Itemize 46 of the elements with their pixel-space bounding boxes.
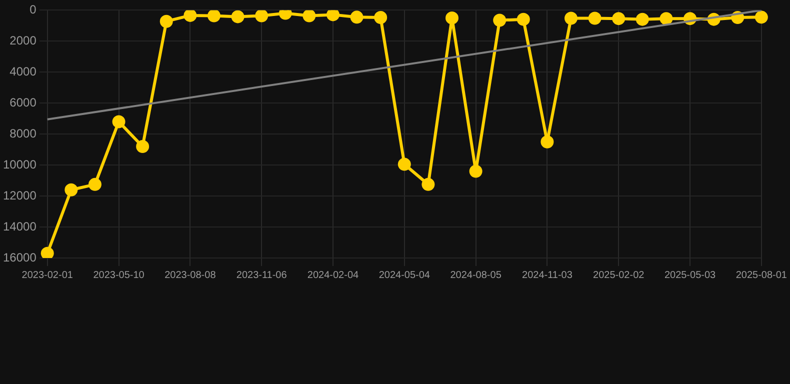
point bbox=[231, 10, 244, 24]
point bbox=[516, 12, 530, 26]
point bbox=[564, 12, 578, 25]
y-tick-label: 10000 bbox=[2, 157, 37, 172]
x-tick-label: 2024-08-05 bbox=[450, 270, 502, 281]
point bbox=[326, 10, 340, 22]
x-tick-label: 2025-05-03 bbox=[664, 270, 716, 281]
point bbox=[469, 164, 482, 178]
point bbox=[446, 11, 458, 24]
y-tick-label: 4000 bbox=[10, 64, 37, 78]
point bbox=[754, 10, 768, 24]
y-tick-label: 6000 bbox=[10, 95, 37, 110]
point bbox=[184, 10, 197, 22]
x-tick-label: 2025-02-02 bbox=[593, 270, 645, 281]
x-tick-label: 2023-11-06 bbox=[236, 270, 288, 281]
point bbox=[136, 140, 150, 153]
point bbox=[374, 10, 388, 24]
point bbox=[88, 178, 102, 191]
point bbox=[112, 115, 126, 128]
y-tick-label: 0 bbox=[30, 2, 37, 17]
point bbox=[660, 12, 673, 26]
y-tick-label: 14000 bbox=[2, 219, 37, 234]
x-tick-label: 2025-08-01 bbox=[736, 270, 788, 281]
point bbox=[493, 14, 506, 27]
y-tick-label: 12000 bbox=[2, 188, 37, 202]
point bbox=[302, 10, 316, 22]
x-tick-label: 2024-02-04 bbox=[307, 270, 360, 281]
point bbox=[398, 158, 411, 171]
y-tick-label: 8000 bbox=[10, 126, 37, 140]
point bbox=[422, 178, 435, 191]
y-tick-label: 2000 bbox=[10, 33, 37, 48]
point bbox=[207, 10, 220, 22]
x-tick-label: 2023-08-08 bbox=[164, 270, 216, 281]
x-tick-label: 2023-02-01 bbox=[22, 270, 74, 281]
point bbox=[64, 183, 78, 196]
point bbox=[255, 10, 268, 22]
y-tick-label: 16000 bbox=[2, 250, 37, 264]
point bbox=[612, 12, 626, 26]
point bbox=[540, 135, 554, 148]
x-tick-label: 2024-05-04 bbox=[378, 270, 430, 281]
point bbox=[350, 10, 364, 24]
x-tick-label: 2023-05-10 bbox=[93, 270, 145, 281]
point bbox=[588, 12, 602, 25]
point bbox=[636, 12, 649, 26]
point bbox=[160, 14, 173, 28]
x-tick-label: 2024-11-03 bbox=[522, 270, 573, 281]
